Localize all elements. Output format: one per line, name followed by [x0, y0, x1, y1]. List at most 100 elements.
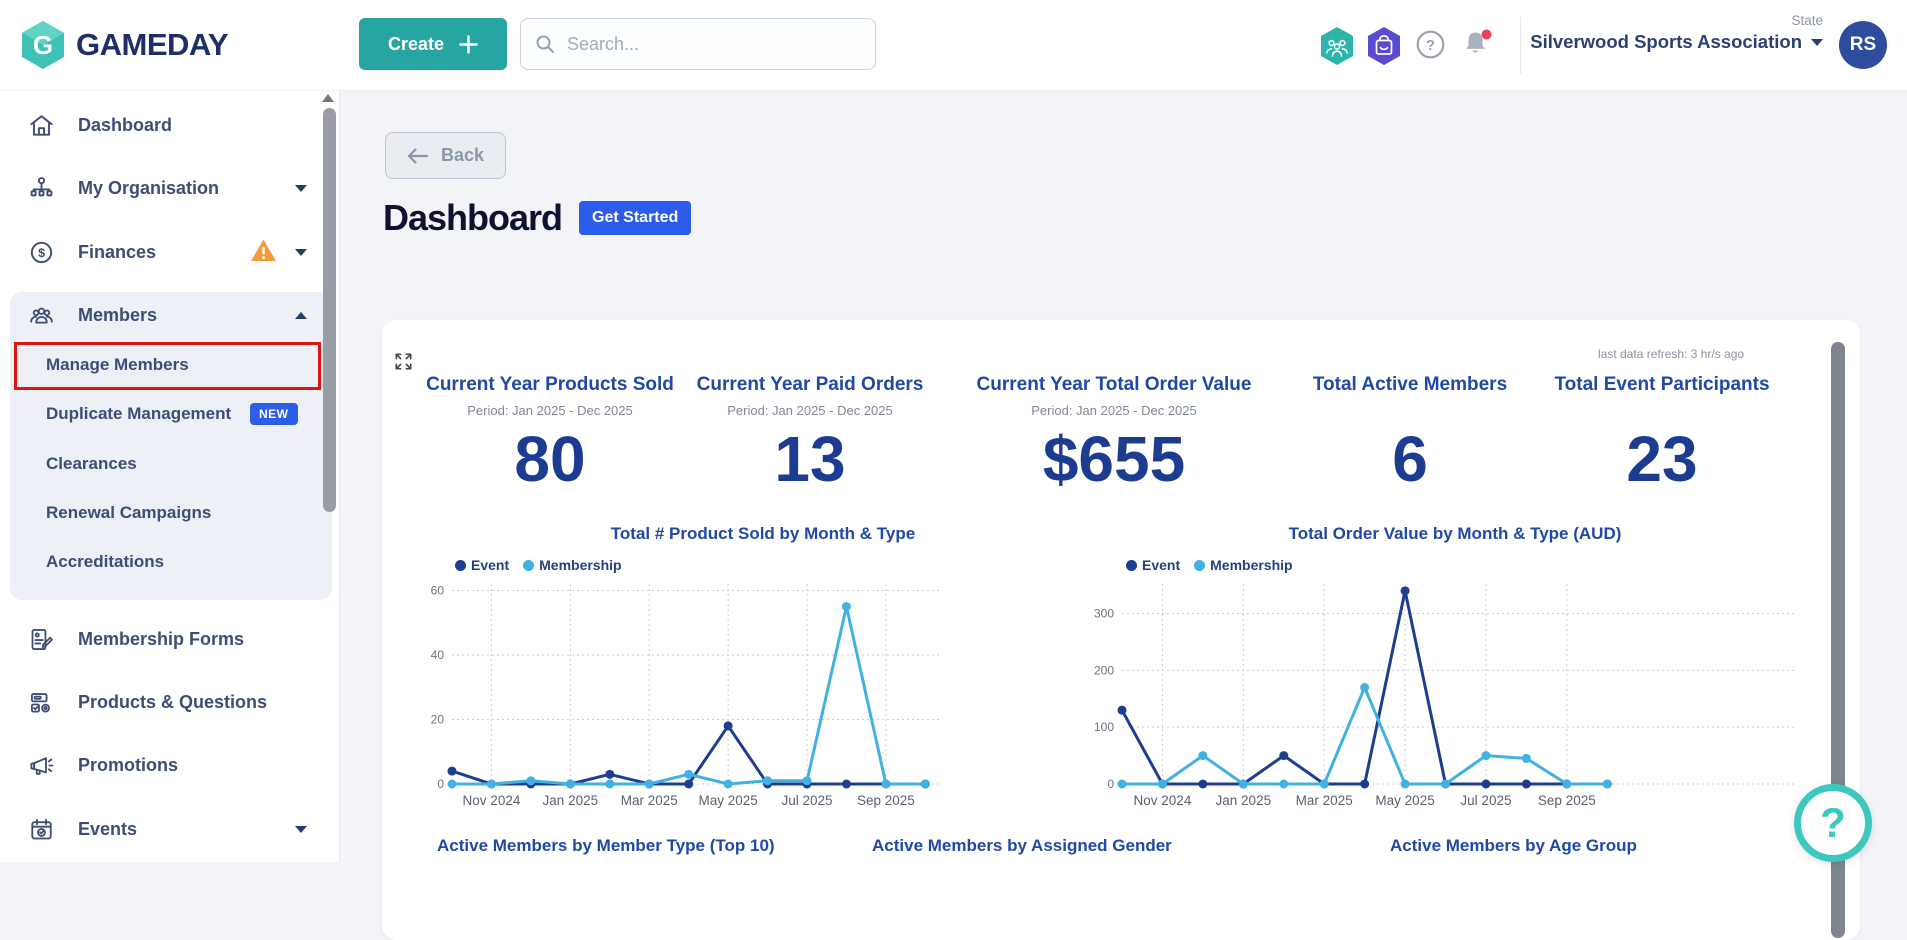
help-floating-button[interactable]: ?	[1794, 784, 1872, 862]
chart-legend: Event Membership	[455, 557, 622, 573]
back-button[interactable]: Back	[385, 132, 506, 179]
sidebar-item-renewal-campaigns[interactable]: Renewal Campaigns	[10, 490, 332, 536]
svg-text:Jul 2025: Jul 2025	[1460, 793, 1511, 808]
organisation-name: Silverwood Sports Association	[1530, 31, 1802, 52]
sidebar-item-label: Membership Forms	[78, 628, 245, 649]
legend-dot-event	[455, 559, 466, 571]
get-started-button[interactable]: Get Started	[579, 201, 692, 235]
promotions-icon	[30, 756, 54, 775]
brand-name: GAMEDAY	[76, 27, 229, 62]
avatar-initials: RS	[1849, 34, 1877, 55]
stat-products-sold: Current Year Products Sold Period: Jan 2…	[426, 374, 674, 491]
stat-value: 23	[1626, 423, 1698, 495]
line-chart-products-sold: 0 20 40 60 Nov 2024 Jan 2025 Mar 2025 May 2025 J…	[431, 583, 940, 808]
svg-text:60: 60	[431, 583, 445, 597]
chart-title-products-sold: Total # Product Sold by Month & Type	[610, 524, 916, 543]
stat-value: 80	[514, 423, 586, 495]
section-title-member-type: Active Members by Member Type (Top 10)	[437, 836, 775, 855]
sidebar-item-dashboard[interactable]: Dashboard	[0, 100, 340, 150]
create-button-label: Create	[387, 33, 445, 54]
organisation-icon	[30, 176, 53, 196]
main-content: Back Dashboard Get Started last data ref…	[340, 91, 1907, 940]
legend-label: Membership	[539, 557, 622, 573]
stat-period: Period: Jan 2025 - Dec 2025	[1031, 403, 1197, 418]
new-badge: NEW	[250, 403, 298, 425]
svg-text:Nov 2024: Nov 2024	[463, 793, 521, 808]
stat-value: $655	[1042, 423, 1186, 495]
svg-text:0: 0	[1107, 777, 1114, 791]
svg-text:0: 0	[437, 777, 444, 791]
chevron-down-icon	[1811, 38, 1823, 46]
search-input[interactable]	[565, 32, 861, 56]
warning-icon	[251, 239, 276, 261]
svg-text:Mar 2025: Mar 2025	[1296, 793, 1353, 808]
svg-text:Sep 2025: Sep 2025	[1538, 793, 1596, 808]
sidebar-item-accreditations[interactable]: Accreditations	[10, 539, 332, 585]
membership-hub-icon[interactable]	[1319, 26, 1355, 66]
sidebar-item-duplicate-management[interactable]: Duplicate Management NEW	[10, 391, 332, 437]
svg-text:May 2025: May 2025	[698, 793, 757, 808]
sidebar-item-products-questions[interactable]: Products & Questions	[0, 677, 340, 727]
legend-label: Membership	[1210, 557, 1293, 573]
stat-paid-orders: Current Year Paid Orders Period: Jan 202…	[697, 374, 924, 491]
stat-period	[1554, 403, 1769, 419]
svg-text:Mar 2025: Mar 2025	[621, 793, 678, 808]
stat-title: Current Year Total Order Value	[976, 374, 1252, 395]
sidebar-item-promotions[interactable]: Promotions	[0, 740, 340, 790]
svg-text:Jul 2025: Jul 2025	[781, 793, 832, 808]
sidebar-item-manage-members[interactable]: Manage Members	[10, 342, 332, 388]
membership-forms-icon	[31, 628, 53, 650]
legend-dot-membership	[523, 559, 535, 571]
sidebar-item-members[interactable]: Members	[10, 292, 332, 338]
plus-icon	[459, 34, 478, 54]
members-icon	[30, 307, 53, 323]
svg-text:100: 100	[1094, 720, 1114, 734]
sidebar-item-clearances[interactable]: Clearances	[10, 441, 332, 487]
svg-text:300: 300	[1094, 607, 1114, 621]
stat-title: Total Event Participants	[1554, 374, 1770, 395]
expand-fullscreen-icon[interactable]	[392, 350, 415, 373]
last-data-refresh: last data refresh: 3 hr/s ago	[1598, 347, 1745, 361]
sidebar-item-label: Members	[78, 304, 158, 325]
sidebar-subitem-label: Duplicate Management	[46, 404, 232, 423]
gameday-logo[interactable]: G GAMEDAY	[0, 0, 340, 91]
svg-text:Jan 2025: Jan 2025	[1216, 793, 1272, 808]
notifications-bell-icon[interactable]	[1461, 28, 1495, 61]
sidebar-item-label: Promotions	[78, 754, 179, 775]
sidebar-item-events[interactable]: Events	[0, 804, 340, 854]
chevron-down-icon	[295, 825, 307, 833]
sidebar-subitem-label: Clearances	[46, 454, 137, 473]
sidebar-scrollbar-up-arrow[interactable]	[322, 94, 334, 102]
sidebar-item-finances[interactable]: $ Finances	[0, 227, 340, 277]
topbar: Create ? State	[340, 0, 1907, 91]
svg-text:40: 40	[431, 648, 445, 662]
help-icon[interactable]: ?	[1416, 30, 1445, 59]
create-button[interactable]: Create	[359, 18, 507, 70]
stat-event-participants: Total Event Participants 23	[1554, 374, 1769, 491]
chevron-up-icon	[295, 311, 307, 319]
sidebar-item-membership-forms[interactable]: Membership Forms	[0, 614, 340, 664]
stat-period: Period: Jan 2025 - Dec 2025	[727, 403, 893, 418]
home-icon	[30, 114, 53, 136]
user-avatar[interactable]: RS	[1839, 21, 1887, 69]
stat-active-members: Total Active Members 6	[1313, 374, 1507, 491]
page-title: Dashboard	[383, 197, 563, 238]
back-button-label: Back	[440, 145, 485, 165]
sidebar-item-my-organisation[interactable]: My Organisation	[0, 163, 340, 213]
finances-icon: $	[30, 241, 53, 263]
legend-label: Event	[1142, 557, 1181, 573]
gameday-logo-icon: G	[22, 21, 64, 69]
shop-icon[interactable]	[1366, 26, 1402, 66]
stat-period: Period: Jan 2025 - Dec 2025	[467, 403, 633, 418]
sidebar-subitem-label: Accreditations	[46, 552, 165, 571]
svg-text:Jan 2025: Jan 2025	[543, 793, 599, 808]
sidebar-scrollbar[interactable]	[323, 108, 336, 512]
dashboard-report-card: last data refresh: 3 hr/s ago Current Ye…	[382, 320, 1860, 940]
sidebar-item-label: Finances	[78, 241, 157, 262]
products-questions-icon	[31, 692, 50, 713]
stat-title: Total Active Members	[1312, 374, 1508, 395]
sidebar-item-label: Dashboard	[78, 114, 173, 135]
stat-value: 13	[774, 423, 846, 495]
chevron-down-icon	[295, 248, 307, 256]
organisation-selector[interactable]: State Silverwood Sports Association	[1530, 13, 1823, 53]
